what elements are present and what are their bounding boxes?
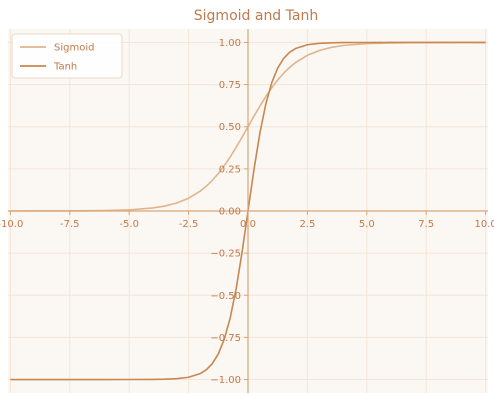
- x-tick-label: 2.5: [299, 219, 315, 230]
- x-tick-label: 10.0: [474, 219, 494, 230]
- x-tick-label: 7.5: [418, 219, 434, 230]
- y-tick-label: −1.00: [210, 375, 241, 386]
- y-tick-label: 0.00: [219, 207, 241, 218]
- plot-area: -10.0 -7.5 -5.0 -2.5 0.0 2.5 5.0 7.5 10.0 −1.00 −0…: [0, 29, 494, 393]
- x-tick-label: 5.0: [359, 219, 375, 230]
- y-tick-label: 1.00: [219, 38, 241, 49]
- x-tick-label: -5.0: [119, 219, 139, 230]
- x-tick-label: 0.0: [240, 219, 256, 230]
- y-tick-label: −0.50: [210, 291, 241, 302]
- legend-label-tanh: Tanh: [53, 62, 77, 73]
- y-tick-label: 0.75: [219, 80, 241, 91]
- y-tick-label: −0.25: [210, 249, 241, 260]
- x-tick-label: -7.5: [60, 219, 80, 230]
- y-tick-label: 0.50: [219, 122, 241, 133]
- legend-label-sigmoid: Sigmoid: [54, 43, 94, 54]
- y-tick-label: 0.25: [219, 164, 241, 175]
- x-tick-label: -2.5: [179, 219, 199, 230]
- legend-box: [11, 33, 123, 79]
- chart-title: Sigmoid and Tanh: [194, 8, 318, 24]
- x-tick-label: -10.0: [0, 219, 23, 230]
- y-tick-label: −0.75: [210, 333, 241, 344]
